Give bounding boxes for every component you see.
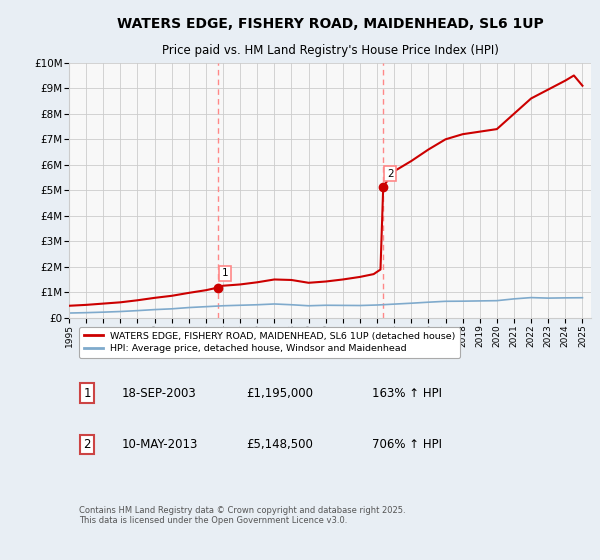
Text: 18-SEP-2003: 18-SEP-2003	[121, 387, 196, 400]
Text: Contains HM Land Registry data © Crown copyright and database right 2025.
This d: Contains HM Land Registry data © Crown c…	[79, 506, 406, 525]
Text: 10-MAY-2013: 10-MAY-2013	[121, 438, 197, 451]
Text: £1,195,000: £1,195,000	[247, 387, 313, 400]
Text: 1: 1	[222, 268, 229, 278]
Text: £5,148,500: £5,148,500	[247, 438, 313, 451]
Text: 1: 1	[83, 387, 91, 400]
Text: 163% ↑ HPI: 163% ↑ HPI	[372, 387, 442, 400]
Text: Price paid vs. HM Land Registry's House Price Index (HPI): Price paid vs. HM Land Registry's House …	[161, 44, 499, 57]
Text: WATERS EDGE, FISHERY ROAD, MAIDENHEAD, SL6 1UP: WATERS EDGE, FISHERY ROAD, MAIDENHEAD, S…	[116, 17, 544, 31]
Text: 2: 2	[387, 169, 394, 179]
Legend: WATERS EDGE, FISHERY ROAD, MAIDENHEAD, SL6 1UP (detached house), HPI: Average pr: WATERS EDGE, FISHERY ROAD, MAIDENHEAD, S…	[79, 327, 460, 358]
Text: 706% ↑ HPI: 706% ↑ HPI	[372, 438, 442, 451]
Text: 2: 2	[83, 438, 91, 451]
